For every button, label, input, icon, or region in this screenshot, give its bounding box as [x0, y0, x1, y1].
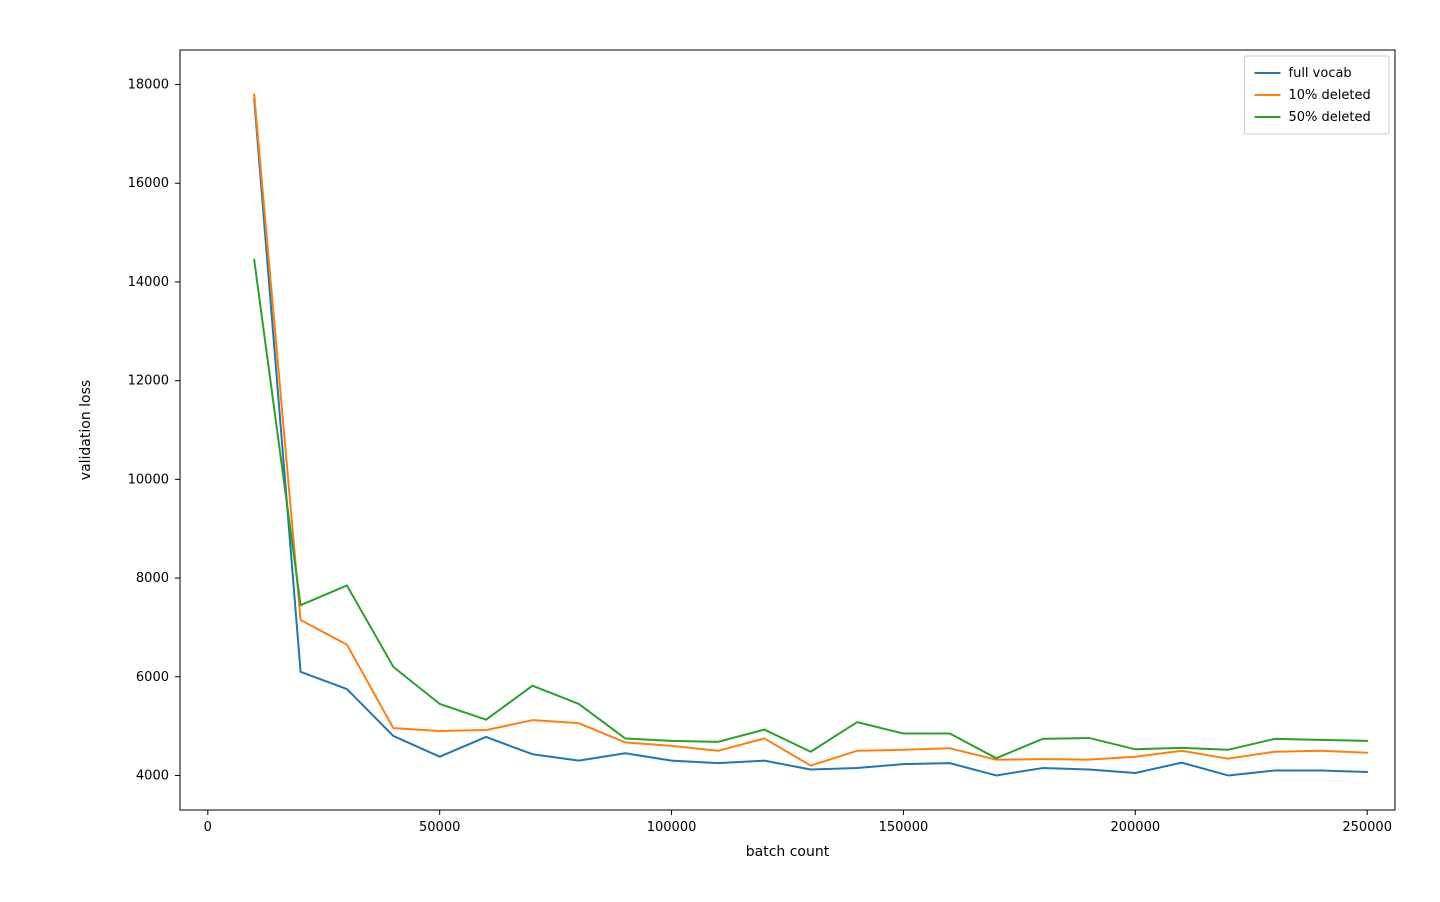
y-tick-label: 4000: [136, 768, 169, 783]
line-chart: 0 50000 100000 150000 200000 250000 4000 6000 80…: [0, 0, 1440, 902]
chart-container: 0 50000 100000 150000 200000 250000 4000 6000 80…: [0, 0, 1440, 902]
y-tick-label: 12000: [128, 374, 169, 389]
y-tick-label: 14000: [128, 275, 169, 290]
y-tick-label: 16000: [128, 176, 169, 191]
x-tick-label: 0: [204, 820, 212, 835]
x-tick-label: 200000: [1110, 820, 1160, 835]
x-tick-label: 100000: [647, 820, 697, 835]
chart-background: [0, 0, 1440, 902]
legend-label-1: 10% deleted: [1289, 88, 1371, 103]
y-tick-label: 10000: [128, 472, 169, 487]
legend-label-2: 50% deleted: [1289, 110, 1371, 125]
y-tick-label: 8000: [136, 571, 169, 586]
y-tick-label: 18000: [128, 78, 169, 93]
legend: full vocab 10% deleted 50% deleted: [1245, 56, 1390, 134]
x-axis-label: batch count: [746, 844, 830, 860]
x-tick-label: 150000: [879, 820, 929, 835]
legend-label-0: full vocab: [1289, 66, 1352, 81]
y-tick-label: 6000: [136, 670, 169, 685]
x-tick-label: 250000: [1342, 820, 1392, 835]
x-tick-label: 50000: [419, 820, 460, 835]
y-axis-label: validation loss: [78, 380, 94, 480]
